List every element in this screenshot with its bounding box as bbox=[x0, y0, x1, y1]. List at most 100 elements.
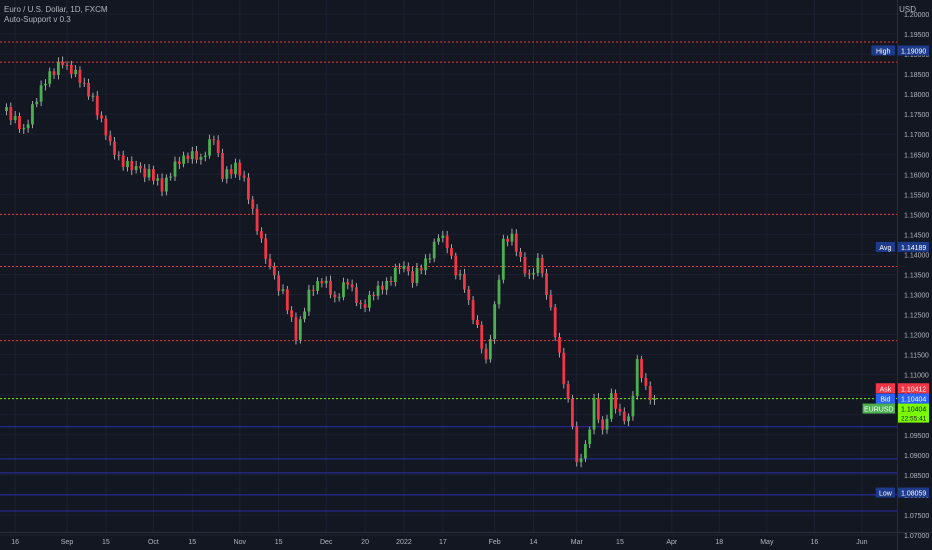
candle-body bbox=[152, 169, 155, 181]
x-tick-label: 15 bbox=[188, 539, 196, 546]
candle-body bbox=[22, 128, 26, 130]
candle-body bbox=[285, 289, 289, 311]
candle-body bbox=[635, 359, 639, 396]
indicator-name[interactable]: Auto-Support v 0.3 bbox=[4, 15, 71, 24]
avg-label-value: 1.14189 bbox=[901, 245, 926, 252]
y-tick-label: 1.19000 bbox=[904, 52, 929, 59]
x-tick-label: Feb bbox=[489, 539, 501, 546]
candle-body bbox=[320, 281, 324, 284]
ask-label-tag: Ask bbox=[880, 386, 892, 393]
candle-body bbox=[540, 258, 544, 274]
candle-body bbox=[406, 266, 410, 272]
candle-body bbox=[398, 267, 402, 269]
avg-label-value-bg bbox=[898, 241, 929, 252]
symbol-label-value-bg bbox=[898, 403, 929, 414]
x-tick-label: May bbox=[760, 539, 774, 546]
candle-body bbox=[601, 419, 605, 430]
candle-body bbox=[268, 258, 272, 267]
candle-body bbox=[329, 280, 332, 295]
candle-body bbox=[419, 267, 423, 271]
candle-body bbox=[74, 69, 78, 75]
candle-body bbox=[290, 310, 294, 318]
bid-label-value: 1.10404 bbox=[901, 397, 926, 404]
candle-body bbox=[424, 258, 427, 271]
bid-label-tag-bg bbox=[875, 393, 895, 404]
candle-body bbox=[519, 251, 522, 257]
candle-body bbox=[402, 266, 406, 269]
low-label: Low 1.08059 bbox=[875, 487, 929, 498]
candle-body bbox=[177, 161, 181, 164]
candle-body bbox=[553, 307, 557, 338]
x-tick-label: Oct bbox=[148, 539, 159, 546]
candle-body bbox=[324, 280, 328, 284]
candle-body bbox=[393, 267, 397, 282]
candle-body bbox=[346, 282, 350, 285]
candle-body bbox=[506, 238, 510, 242]
candle-body bbox=[9, 106, 13, 121]
ask-label-value-bg bbox=[898, 383, 929, 394]
high-label-tag: High bbox=[876, 48, 891, 55]
y-tick-label: 1.07000 bbox=[904, 533, 929, 540]
candle-body bbox=[61, 61, 65, 65]
candle-body bbox=[380, 285, 384, 290]
x-tick-label: 2022 bbox=[396, 539, 412, 546]
candles bbox=[5, 56, 656, 468]
candle-body bbox=[156, 178, 160, 181]
y-tick-label: 1.09500 bbox=[904, 433, 929, 440]
candle-body bbox=[272, 266, 276, 276]
candle-body bbox=[307, 289, 311, 312]
candle-body bbox=[359, 302, 363, 305]
candle-body bbox=[242, 175, 246, 178]
candle-body bbox=[389, 280, 393, 282]
candle-body bbox=[221, 153, 224, 179]
candle-body bbox=[463, 274, 466, 290]
candle-body bbox=[428, 258, 432, 260]
candle-body bbox=[78, 69, 82, 83]
candle-body bbox=[208, 139, 211, 156]
candle-body bbox=[173, 161, 177, 177]
candle-body bbox=[143, 168, 147, 178]
candle-body bbox=[432, 241, 436, 259]
candle-body bbox=[480, 324, 484, 349]
y-tick-label: 1.11500 bbox=[904, 353, 929, 360]
candle-body bbox=[510, 233, 514, 242]
candle-body bbox=[592, 398, 596, 430]
candle-body bbox=[415, 267, 419, 283]
candle-body bbox=[234, 162, 237, 175]
candle-body bbox=[199, 157, 203, 160]
candle-body bbox=[614, 393, 618, 409]
candle-body bbox=[350, 284, 354, 288]
y-tick-label: 1.18000 bbox=[904, 92, 929, 99]
candle-body bbox=[251, 199, 255, 209]
candle-body bbox=[294, 317, 298, 340]
candle-body bbox=[363, 304, 367, 308]
candle-body bbox=[333, 294, 337, 298]
x-tick-label: 15 bbox=[616, 539, 624, 546]
candle-body bbox=[69, 64, 73, 75]
candle-body bbox=[134, 165, 138, 171]
candle-body bbox=[281, 289, 285, 291]
candle-body bbox=[117, 154, 121, 156]
candle-body bbox=[627, 416, 630, 422]
candle-body bbox=[501, 238, 505, 280]
y-tick-label: 1.18500 bbox=[904, 72, 929, 79]
candle-body bbox=[458, 274, 462, 276]
y-tick-label: 1.09000 bbox=[904, 453, 929, 460]
candle-body bbox=[596, 398, 600, 420]
candle-body bbox=[212, 139, 216, 141]
bid-label: Bid 1.10404 bbox=[875, 393, 929, 404]
x-tick-label: 16 bbox=[11, 539, 19, 546]
candle-body bbox=[316, 281, 319, 291]
candle-body bbox=[342, 282, 345, 298]
candle-body bbox=[108, 135, 112, 142]
candle-body bbox=[31, 104, 34, 125]
candle-body bbox=[216, 140, 220, 154]
x-tick-label: Dec bbox=[320, 539, 333, 546]
candle-body bbox=[618, 408, 622, 412]
currency-label: USD bbox=[899, 5, 916, 14]
avg-label: Avg 1.14189 bbox=[875, 241, 929, 252]
candle-body bbox=[476, 319, 479, 325]
candle-body bbox=[44, 83, 47, 86]
bid-label-tag: Bid bbox=[880, 397, 890, 404]
